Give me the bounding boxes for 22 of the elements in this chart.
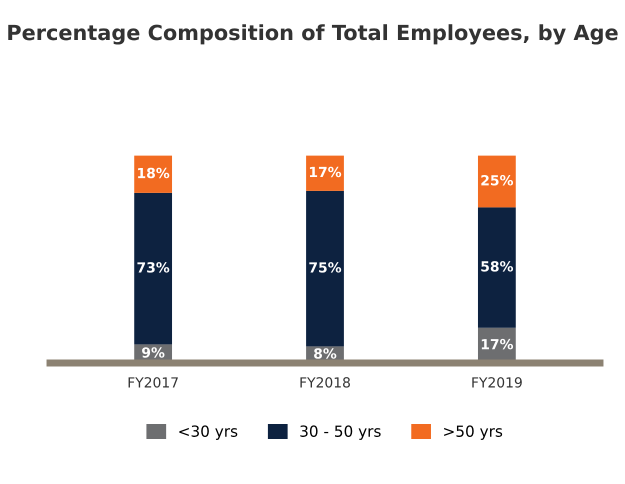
data-label: 73% — [137, 262, 170, 273]
x-tick-label: FY2017 — [128, 377, 178, 388]
data-label: 9% — [142, 347, 164, 358]
bar — [134, 192, 172, 344]
bar — [478, 207, 516, 328]
data-label: 58% — [481, 261, 514, 272]
x-tick-label: FY2019 — [472, 377, 522, 388]
chart-title: Percentage Composition of Total Employees, by Age — [8, 24, 618, 45]
legend-label: 30 - 50 yrs — [300, 425, 381, 440]
bar — [306, 156, 344, 191]
bar — [134, 156, 172, 193]
data-label: 8% — [314, 348, 336, 359]
bar — [306, 190, 344, 346]
data-label: 18% — [138, 168, 170, 178]
legend-label: >50 yrs — [444, 425, 502, 440]
bar — [478, 156, 516, 208]
data-label: 75% — [309, 262, 342, 273]
data-label: 17% — [310, 166, 342, 178]
legend-label: <30 yrs — [179, 425, 238, 440]
x-tick-label: FY2018 — [300, 377, 350, 388]
data-label: 25% — [481, 175, 514, 186]
data-label: 17% — [482, 338, 514, 350]
